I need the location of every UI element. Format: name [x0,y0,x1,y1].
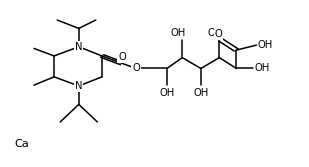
Text: OH: OH [193,88,209,98]
Text: O: O [214,29,222,39]
Text: N: N [75,81,83,91]
Text: O: O [118,52,126,62]
Text: OH: OH [159,88,175,98]
Text: OH: OH [254,63,270,73]
Text: O: O [132,63,140,73]
Text: Ca: Ca [15,139,30,149]
Text: N: N [75,42,83,52]
Text: OH: OH [257,40,273,50]
Text: OH: OH [207,28,222,38]
Text: OH: OH [170,28,185,38]
